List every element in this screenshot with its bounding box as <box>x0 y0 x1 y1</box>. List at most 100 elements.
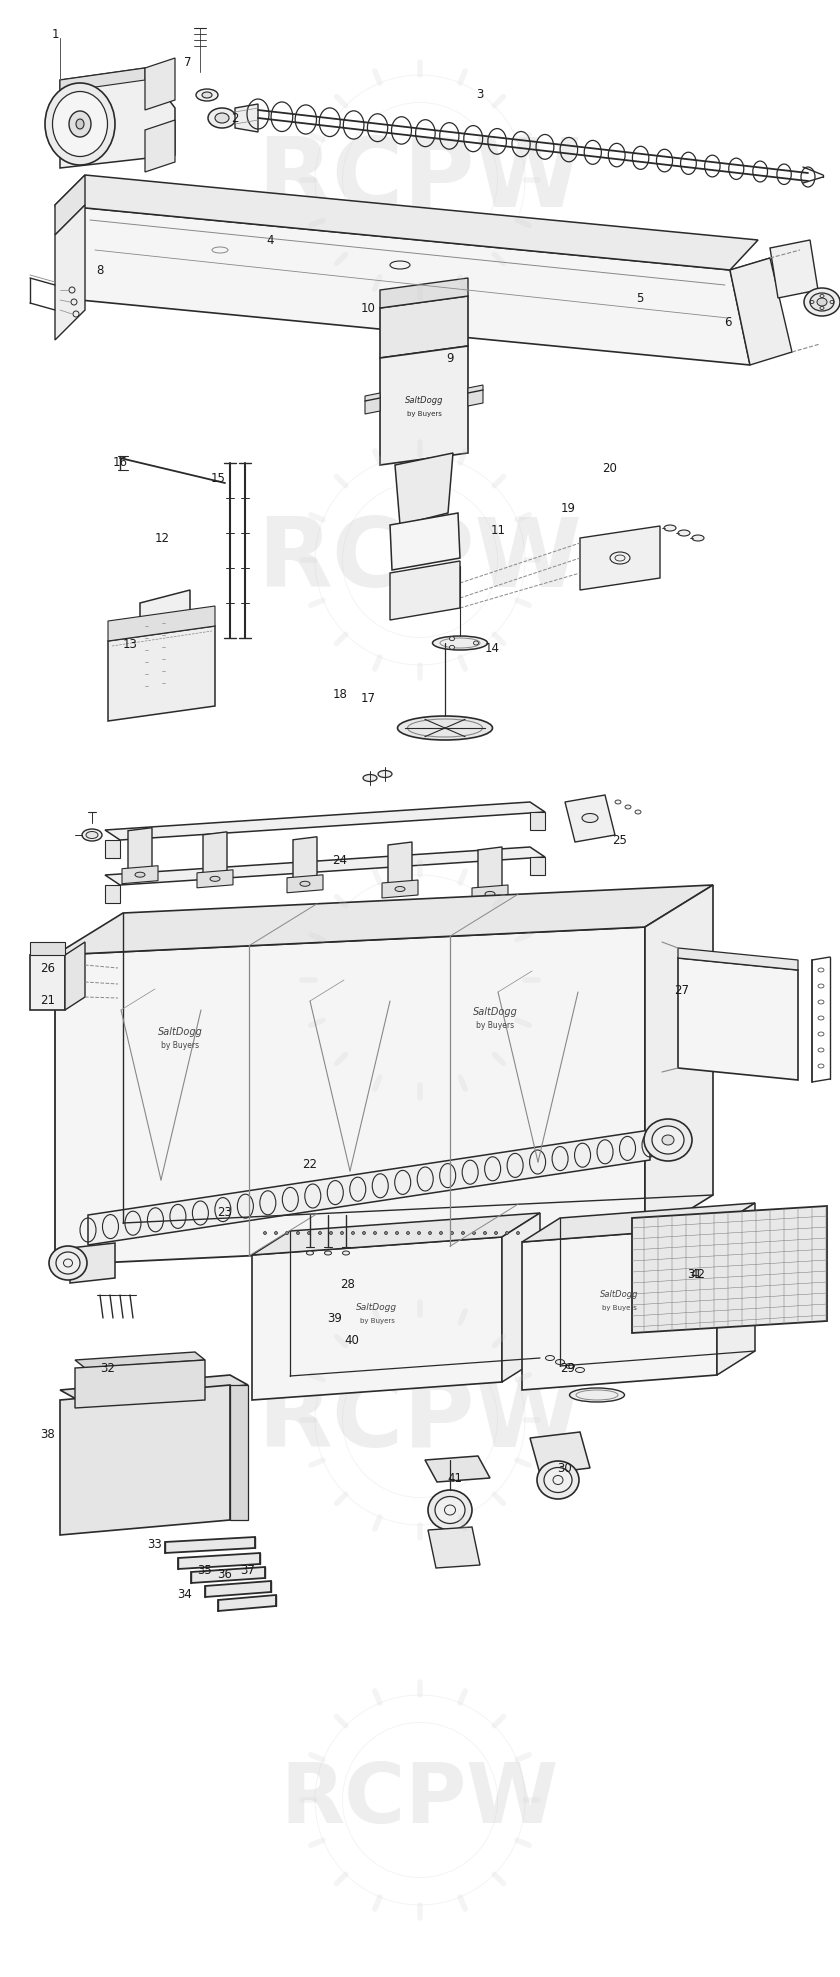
Text: 29: 29 <box>560 1362 575 1374</box>
Ellipse shape <box>575 1368 585 1372</box>
Polygon shape <box>75 1360 205 1408</box>
Polygon shape <box>140 589 190 706</box>
Text: 42: 42 <box>690 1269 706 1281</box>
Ellipse shape <box>351 1232 354 1234</box>
Ellipse shape <box>307 1251 313 1255</box>
Ellipse shape <box>544 1467 572 1493</box>
Text: 1: 1 <box>51 28 59 42</box>
Ellipse shape <box>537 1461 579 1499</box>
Text: 6: 6 <box>724 316 732 330</box>
Polygon shape <box>678 959 798 1079</box>
Polygon shape <box>380 297 468 358</box>
Text: 34: 34 <box>177 1588 192 1601</box>
Ellipse shape <box>678 530 690 536</box>
Text: 19: 19 <box>560 502 575 514</box>
Polygon shape <box>165 1536 255 1554</box>
Polygon shape <box>252 1214 540 1255</box>
Ellipse shape <box>428 1491 472 1530</box>
Text: 7: 7 <box>184 55 192 69</box>
Text: 4: 4 <box>266 233 274 247</box>
Text: 13: 13 <box>123 639 138 652</box>
Polygon shape <box>293 836 317 882</box>
Polygon shape <box>478 846 502 892</box>
Text: SaltDogg: SaltDogg <box>405 395 444 405</box>
Text: 9: 9 <box>446 352 454 364</box>
Polygon shape <box>390 512 460 569</box>
Text: RCPW: RCPW <box>258 514 582 607</box>
Polygon shape <box>55 886 713 955</box>
Text: 30: 30 <box>558 1461 572 1475</box>
Text: 27: 27 <box>675 983 690 996</box>
Ellipse shape <box>324 1251 332 1255</box>
Polygon shape <box>55 206 85 340</box>
Text: 11: 11 <box>491 524 506 536</box>
Ellipse shape <box>435 1497 465 1524</box>
Ellipse shape <box>69 111 91 136</box>
Text: 3: 3 <box>476 89 484 101</box>
Text: 28: 28 <box>340 1279 355 1291</box>
Ellipse shape <box>286 1232 288 1234</box>
Polygon shape <box>145 121 175 172</box>
Polygon shape <box>218 1595 276 1611</box>
Ellipse shape <box>56 1251 80 1273</box>
Ellipse shape <box>76 119 84 129</box>
Ellipse shape <box>363 1232 365 1234</box>
Polygon shape <box>565 795 615 842</box>
Polygon shape <box>388 842 412 886</box>
Text: 12: 12 <box>155 532 170 544</box>
Polygon shape <box>425 1455 490 1483</box>
Ellipse shape <box>555 1360 564 1364</box>
Ellipse shape <box>817 299 827 306</box>
Ellipse shape <box>582 813 598 822</box>
Ellipse shape <box>506 1232 508 1234</box>
Polygon shape <box>105 840 120 858</box>
Ellipse shape <box>300 882 310 886</box>
Polygon shape <box>580 526 660 589</box>
Text: 32: 32 <box>101 1362 115 1374</box>
Text: 24: 24 <box>333 854 348 866</box>
Text: 8: 8 <box>97 263 103 277</box>
Polygon shape <box>770 239 818 299</box>
Text: 35: 35 <box>197 1564 213 1576</box>
Ellipse shape <box>86 832 98 838</box>
Polygon shape <box>203 832 227 876</box>
Polygon shape <box>382 880 418 898</box>
Polygon shape <box>502 1214 540 1382</box>
Ellipse shape <box>374 1232 376 1234</box>
Text: 14: 14 <box>485 641 500 654</box>
Polygon shape <box>178 1554 260 1570</box>
Ellipse shape <box>570 1388 624 1402</box>
Ellipse shape <box>652 1127 684 1155</box>
Ellipse shape <box>275 1232 277 1234</box>
Text: RCPW: RCPW <box>281 1760 559 1841</box>
Polygon shape <box>395 453 453 526</box>
Ellipse shape <box>264 1232 266 1234</box>
Text: SaltDogg: SaltDogg <box>158 1026 202 1038</box>
Polygon shape <box>530 856 545 876</box>
Ellipse shape <box>662 1135 674 1145</box>
Polygon shape <box>730 259 770 271</box>
Ellipse shape <box>495 1232 497 1234</box>
Ellipse shape <box>449 645 454 648</box>
Polygon shape <box>70 1244 115 1283</box>
Polygon shape <box>522 1228 717 1390</box>
Polygon shape <box>30 941 65 955</box>
Polygon shape <box>230 1386 248 1520</box>
Ellipse shape <box>307 1232 311 1234</box>
Polygon shape <box>678 949 798 971</box>
Polygon shape <box>191 1568 265 1584</box>
Text: 22: 22 <box>302 1159 318 1172</box>
Polygon shape <box>197 870 233 888</box>
Text: 2: 2 <box>231 111 239 125</box>
Ellipse shape <box>439 1232 443 1234</box>
Text: by Buyers: by Buyers <box>407 411 442 417</box>
Text: by Buyers: by Buyers <box>360 1319 395 1325</box>
Polygon shape <box>428 1526 480 1568</box>
Text: 41: 41 <box>448 1471 463 1485</box>
Polygon shape <box>145 57 175 111</box>
Ellipse shape <box>385 1232 387 1234</box>
Polygon shape <box>287 874 323 894</box>
Ellipse shape <box>615 801 621 805</box>
Text: 31: 31 <box>688 1269 702 1281</box>
Text: 37: 37 <box>240 1564 255 1576</box>
